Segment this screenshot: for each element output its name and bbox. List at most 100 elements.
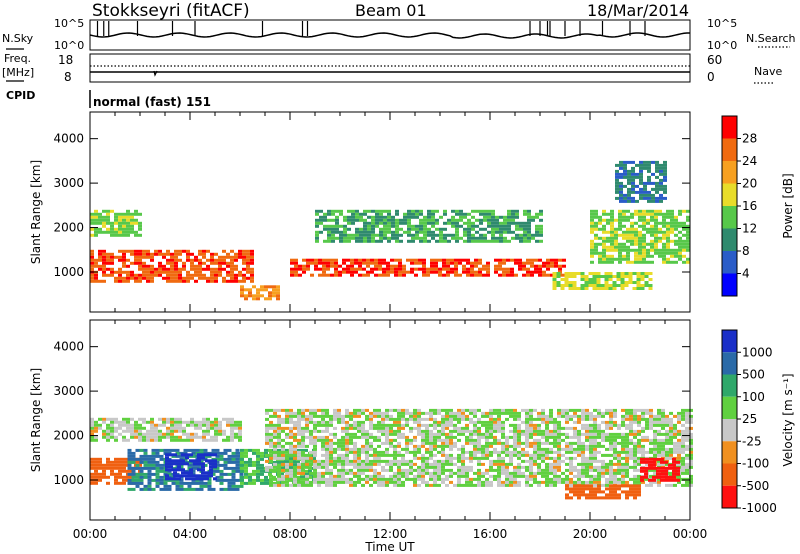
echo-cell	[655, 169, 659, 173]
echo-cell	[122, 475, 126, 479]
echo-cell	[248, 463, 252, 467]
echo-cell	[158, 267, 162, 271]
echo-cell	[642, 209, 646, 213]
echo-cell	[214, 417, 218, 421]
echo-cell	[598, 260, 602, 264]
echo-cell	[207, 475, 212, 479]
echo-cell	[277, 471, 281, 475]
echo-cell	[661, 414, 665, 418]
echo-cell	[419, 230, 423, 234]
echo-cell	[361, 447, 365, 451]
echo-cell	[260, 457, 264, 461]
echo-cell	[293, 444, 297, 448]
echo-cell	[659, 181, 663, 185]
echo-cell	[672, 472, 676, 476]
echo-cell	[670, 251, 674, 255]
echo-cell	[674, 215, 678, 219]
echo-cell	[653, 423, 657, 427]
echo-cell	[525, 411, 529, 415]
echo-cell	[657, 462, 661, 466]
echo-cell	[517, 456, 521, 460]
echo-cell	[590, 218, 594, 222]
echo-cell	[659, 172, 663, 176]
echo-cell	[589, 441, 593, 445]
echo-cell	[231, 457, 236, 461]
echo-cell	[641, 411, 645, 415]
echo-cell	[677, 474, 681, 478]
echo-cell	[397, 462, 401, 466]
echo-cell	[289, 474, 293, 478]
echo-cell	[430, 261, 434, 265]
echo-cell	[154, 267, 158, 271]
echo-cell	[375, 212, 379, 216]
echo-cell	[666, 242, 670, 246]
echo-cell	[325, 411, 329, 415]
echo-cell	[381, 465, 385, 469]
echo-cell	[377, 471, 381, 475]
echo-cell	[341, 417, 345, 421]
echo-cell	[235, 469, 240, 473]
echo-cell	[313, 423, 317, 427]
echo-cell	[537, 417, 541, 421]
echo-cell	[333, 480, 337, 484]
echo-cell	[118, 267, 122, 271]
echo-cell	[94, 463, 98, 467]
echo-cell	[273, 426, 277, 430]
echo-cell	[535, 227, 539, 231]
echo-cell	[610, 218, 614, 222]
echo-cell	[463, 230, 467, 234]
echo-cell	[565, 414, 569, 418]
echo-cell	[187, 463, 192, 467]
echo-cell	[114, 438, 118, 442]
echo-cell	[122, 261, 126, 265]
echo-cell	[256, 448, 260, 452]
echo-cell	[423, 221, 427, 225]
echo-cell	[373, 450, 377, 454]
echo-cell	[649, 441, 653, 445]
echo-cell	[686, 209, 690, 213]
echo-cell	[240, 285, 244, 289]
echo-cell	[577, 435, 581, 439]
echo-cell	[651, 181, 655, 185]
echo-cell	[523, 224, 527, 228]
echo-cell	[377, 444, 381, 448]
echo-cell	[686, 245, 690, 249]
echo-cell	[655, 175, 659, 179]
echo-cell	[622, 233, 626, 237]
echo-cell	[682, 254, 686, 258]
echo-cell	[473, 441, 477, 445]
echo-cell	[589, 465, 593, 469]
echo-cell	[94, 230, 98, 234]
echo-cell	[353, 462, 357, 466]
echo-cell	[483, 218, 487, 222]
echo-cell	[641, 414, 645, 418]
echo-cell	[276, 481, 280, 485]
echo-cell	[613, 474, 617, 478]
echo-cell	[369, 435, 373, 439]
echo-cell	[509, 483, 513, 487]
echo-cell	[666, 251, 670, 255]
echo-cell	[557, 459, 561, 463]
echo-cell	[264, 478, 268, 482]
echo-cell	[457, 474, 461, 478]
echo-cell	[327, 239, 331, 243]
echo-cell	[350, 258, 354, 262]
echo-cell	[130, 429, 134, 433]
echo-cell	[122, 457, 126, 461]
echo-cell	[541, 471, 545, 475]
echo-cell	[556, 284, 561, 287]
echo-cell	[186, 273, 190, 277]
echo-cell	[549, 483, 553, 487]
echo-cell	[214, 279, 218, 283]
echo-cell	[289, 414, 293, 418]
echo-cell	[321, 477, 325, 481]
echo-cell	[260, 454, 264, 458]
echo-cell	[685, 462, 689, 466]
echo-cell	[118, 276, 122, 280]
echo-cell	[522, 273, 526, 277]
echo-cell	[151, 448, 156, 452]
echo-cell	[309, 483, 313, 487]
echo-cell	[150, 429, 154, 433]
echo-cell	[639, 181, 643, 185]
echo-cell	[418, 261, 422, 265]
